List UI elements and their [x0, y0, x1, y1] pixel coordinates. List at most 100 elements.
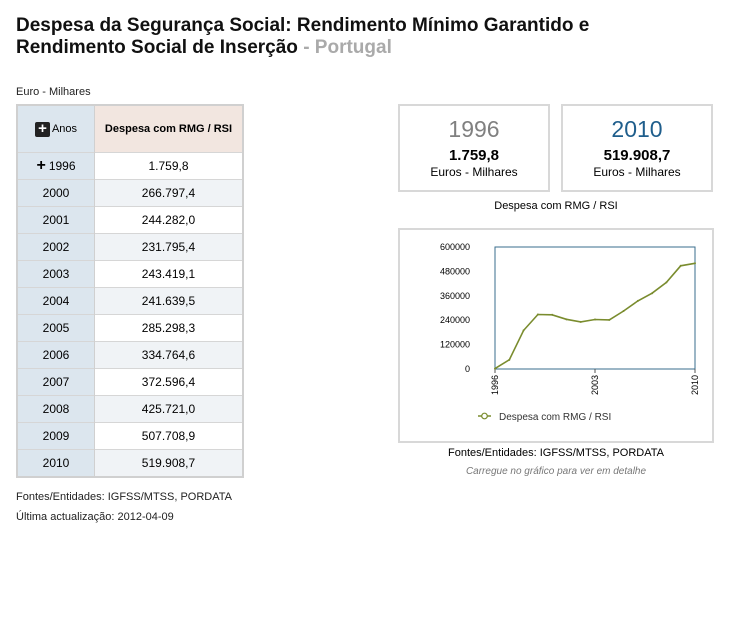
value-cell: 244.282,0	[94, 206, 242, 234]
year-label: 2006	[42, 348, 70, 362]
start-unit: Euros - Milhares	[430, 165, 518, 179]
end-unit: Euros - Milhares	[593, 165, 681, 179]
legend-marker	[481, 412, 488, 420]
data-table: + Anos Despesa com RMG / RSI +1996 1.759,8…	[18, 106, 242, 476]
value-cell: 334.764,6	[94, 341, 242, 369]
years-header-label: Anos	[51, 123, 78, 135]
year-cell: 2005	[18, 314, 95, 342]
chart-sources-text: Fontes/Entidades: IGFSS/MTSS, PORDATA	[448, 447, 664, 459]
year-label: 2002	[42, 240, 70, 254]
year-cell: 2010	[18, 449, 95, 476]
y-tick-label: 120000	[440, 340, 470, 350]
line-chart[interactable]: 600000 480000 360000 240000 120000 0 1996 2003 2…	[400, 230, 712, 441]
table-row: 2000 266.797,4	[18, 179, 242, 207]
data-point	[551, 313, 554, 316]
cards-series-label: Despesa com RMG / RSI	[494, 200, 618, 212]
year-cell: 2002	[18, 233, 95, 261]
plot-frame	[494, 246, 696, 370]
sources-text: Fontes/Entidades: IGFSS/MTSS, PORDATA	[16, 491, 232, 503]
y-tick-label: 600000	[440, 242, 470, 252]
value-cell: 507.708,9	[94, 422, 242, 450]
table-row: 2004 241.639,5	[18, 287, 242, 315]
year-cell: 2001	[18, 206, 95, 234]
table-row: 2010 519.908,7	[18, 449, 242, 476]
end-year: 2010	[611, 116, 663, 142]
table-row: 2008 425.721,0	[18, 395, 242, 423]
page-title: Despesa da Segurança Social: Rendimento …	[16, 15, 636, 59]
year-label: 2004	[42, 294, 70, 308]
year-cell: 2003	[18, 260, 95, 288]
value-cell: 243.419,1	[94, 260, 242, 288]
year-cell: 2000	[18, 179, 95, 207]
year-label: 2007	[42, 375, 70, 389]
table-row: 2003 243.419,1	[18, 260, 242, 288]
data-point	[636, 299, 639, 302]
table-row: 2002 231.795,4	[18, 233, 242, 261]
y-tick-label: 480000	[440, 266, 470, 276]
chart-container[interactable]: 600000 480000 360000 240000 120000 0 1996 2003 2…	[398, 228, 714, 443]
legend-label: Despesa com RMG / RSI	[499, 412, 611, 423]
year-cell: 2008	[18, 395, 95, 423]
expand-all-icon[interactable]: +	[34, 121, 50, 137]
end-year-card: 2010 519.908,7 Euros - Milhares	[561, 104, 713, 192]
table-body: +1996 1.759,8 2000 266.797,4 2001 244.282,0 20…	[18, 152, 242, 476]
x-tick-label: 2003	[590, 375, 600, 395]
year-cell[interactable]: +1996	[18, 152, 95, 180]
last-update-text: Última actualização: 2012-04-09	[16, 511, 174, 523]
y-tick-label: 240000	[440, 315, 470, 325]
value-cell: 231.795,4	[94, 233, 242, 261]
x-tick-label: 1996	[490, 375, 500, 395]
x-tick-label: 2010	[690, 375, 700, 395]
title-main: Despesa da Segurança Social: Rendimento …	[16, 15, 590, 58]
year-label: 2003	[42, 267, 70, 281]
unit-label: Euro - Milhares	[16, 86, 91, 98]
table-row: 2007 372.596,4	[18, 368, 242, 396]
data-point	[522, 329, 525, 332]
year-cell: 2007	[18, 368, 95, 396]
data-point	[579, 320, 582, 323]
year-cell: 2006	[18, 341, 95, 369]
table-row: 2001 244.282,0	[18, 206, 242, 234]
data-point	[665, 281, 668, 284]
y-tick-label: 0	[465, 364, 470, 374]
table-row: 2006 334.764,6	[18, 341, 242, 369]
data-table-container: + Anos Despesa com RMG / RSI +1996 1.759,8…	[16, 104, 244, 478]
table-row: 2009 507.708,9	[18, 422, 242, 450]
year-label: 2009	[42, 429, 70, 443]
chart-hint-text: Carregue no gráfico para ver em detalhe	[465, 466, 647, 477]
data-point	[651, 292, 654, 295]
expand-row-icon[interactable]: +	[36, 157, 46, 174]
data-point	[622, 309, 625, 312]
year-label: 2000	[42, 186, 70, 200]
year-label: 1996	[48, 159, 76, 173]
value-cell: 519.908,7	[94, 449, 242, 476]
table-row: 2005 285.298,3	[18, 314, 242, 342]
value-cell: 1.759,8	[94, 152, 242, 180]
title-region: - Portugal	[297, 37, 392, 58]
data-point	[565, 318, 568, 321]
data-point	[508, 358, 511, 361]
data-point	[594, 318, 596, 321]
year-cell: 2009	[18, 422, 95, 450]
year-label: 2008	[42, 402, 70, 416]
end-value: 519.908,7	[603, 147, 671, 164]
start-value: 1.759,8	[448, 147, 500, 164]
data-point	[536, 313, 539, 316]
year-label: 2005	[42, 321, 70, 335]
y-tick-label: 360000	[440, 291, 470, 301]
data-point	[694, 262, 696, 265]
start-year: 1996	[448, 116, 500, 142]
value-cell: 285.298,3	[94, 314, 242, 342]
value-cell: 372.596,4	[94, 368, 242, 396]
year-label: 2010	[42, 456, 70, 470]
year-label: 2001	[42, 213, 70, 227]
start-year-card: 1996 1.759,8 Euros - Milhares	[398, 104, 550, 192]
year-cell: 2004	[18, 287, 95, 315]
data-point	[608, 318, 611, 321]
data-point	[494, 367, 496, 370]
value-cell: 425.721,0	[94, 395, 242, 423]
table-row: +1996 1.759,8	[18, 152, 242, 180]
years-column-header[interactable]: + Anos	[18, 106, 95, 153]
values-column-header: Despesa com RMG / RSI	[94, 106, 242, 153]
data-point	[679, 264, 682, 267]
